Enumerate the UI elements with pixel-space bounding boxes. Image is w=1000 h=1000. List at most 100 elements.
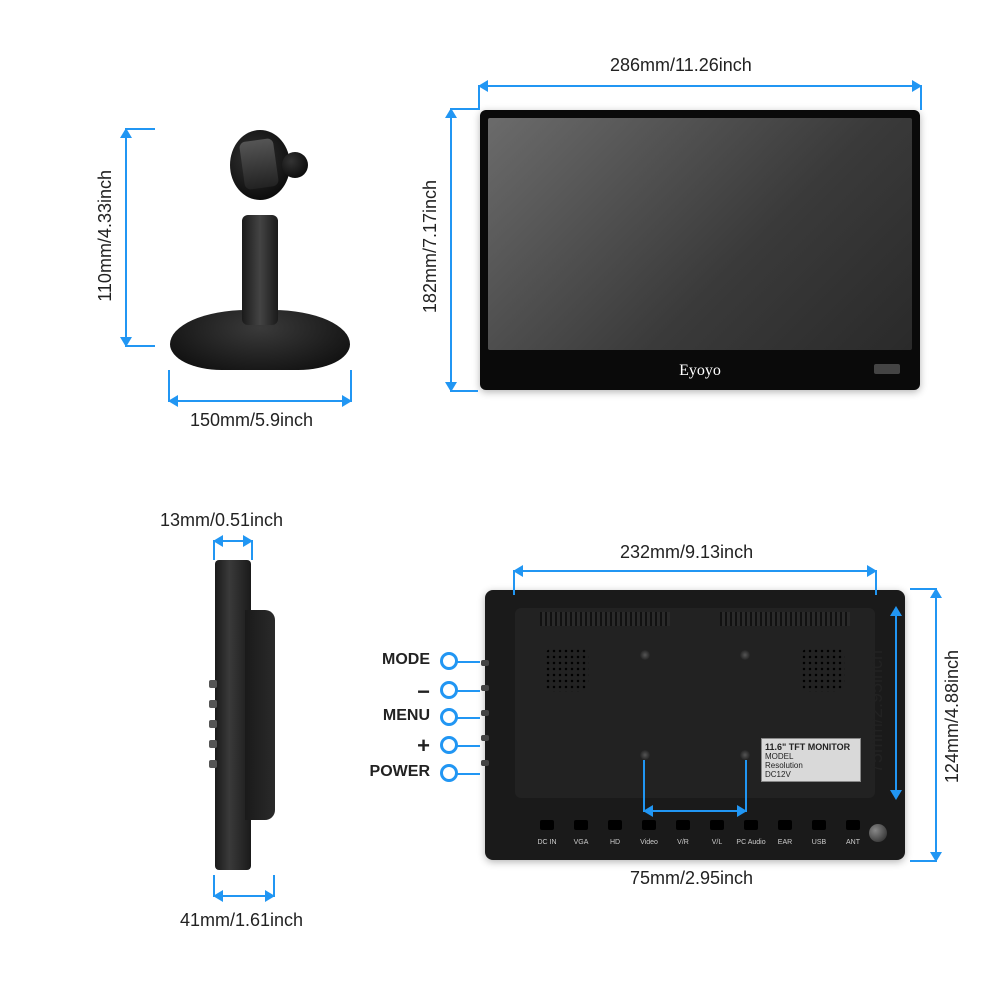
monitor-side-view xyxy=(175,560,295,890)
port-dcin xyxy=(540,820,554,830)
dim-arrow-back-height xyxy=(935,590,937,860)
back-side-button xyxy=(481,760,489,766)
stand-pole xyxy=(242,215,278,325)
dim-arrow-vesa-v xyxy=(895,608,897,798)
callout-dot xyxy=(440,652,458,670)
port-label: DC IN xyxy=(537,839,556,846)
monitor-front-view: Eyoyo xyxy=(480,110,920,390)
tick xyxy=(643,760,645,812)
dim-arrow-vesa-h xyxy=(645,810,745,812)
port-video xyxy=(642,820,656,830)
dim-label-back-width: 232mm/9.13inch xyxy=(620,542,753,563)
port-label: Video xyxy=(640,839,658,846)
side-button xyxy=(209,700,217,708)
callout-label-plus: + xyxy=(395,733,430,759)
callout-label-minus: − xyxy=(395,679,430,705)
dim-label-vesa-h: 75mm/2.95inch xyxy=(630,868,753,889)
tick xyxy=(910,860,937,862)
port-label: VGA xyxy=(574,839,589,846)
vesa-hole xyxy=(740,650,750,660)
dim-label-back-height: 124mm/4.88inch xyxy=(942,650,963,783)
tick xyxy=(478,85,480,110)
port-usb xyxy=(812,820,826,830)
dim-label-front-height: 182mm/7.17inch xyxy=(420,180,441,313)
callout-dot xyxy=(440,708,458,726)
sticker-title: 11.6" TFT MONITOR xyxy=(765,742,857,752)
tick xyxy=(450,108,478,110)
stand-knob xyxy=(282,152,308,178)
port-label: ANT xyxy=(846,839,860,846)
vesa-hole xyxy=(740,750,750,760)
speaker-grille xyxy=(801,648,845,692)
side-button xyxy=(209,740,217,748)
tick xyxy=(273,875,275,897)
monitor-screen xyxy=(488,118,912,350)
dim-arrow-front-height xyxy=(450,110,452,390)
back-side-button xyxy=(481,660,489,666)
tick xyxy=(875,570,877,595)
port-label: EAR xyxy=(778,839,792,846)
port-ant xyxy=(846,820,860,830)
stand-mount-plate xyxy=(239,138,279,190)
port-hd xyxy=(608,820,622,830)
sticker-line: DC12V xyxy=(765,770,857,779)
ir-window xyxy=(874,364,900,374)
port-label: V/L xyxy=(712,839,723,846)
callout-dot xyxy=(440,764,458,782)
side-button xyxy=(209,760,217,768)
sticker-line: MODEL xyxy=(765,752,857,761)
back-side-button xyxy=(481,685,489,691)
tick xyxy=(125,128,155,130)
tick xyxy=(251,540,253,560)
port-vga xyxy=(574,820,588,830)
dim-arrow-side-top xyxy=(215,540,251,542)
antenna-connector xyxy=(869,824,887,842)
dim-label-vesa-v: 75mm/2.95inch xyxy=(866,650,887,773)
port-label: PC Audio xyxy=(736,839,765,846)
dim-arrow-stand-width xyxy=(170,400,350,402)
port-label: V/R xyxy=(677,839,689,846)
side-button xyxy=(209,680,217,688)
monitor-back-view: 11.6" TFT MONITOR MODEL Resolution DC12V… xyxy=(485,590,905,860)
tick xyxy=(213,540,215,560)
tick xyxy=(125,345,155,347)
dim-label-front-width: 286mm/11.26inch xyxy=(610,55,752,76)
side-back-bulge xyxy=(245,610,275,820)
tick xyxy=(920,85,922,110)
callout-label-mode: MODE xyxy=(370,651,430,669)
port-label: USB xyxy=(812,839,826,846)
brand-logo: Eyoyo xyxy=(679,362,721,380)
side-button xyxy=(209,720,217,728)
back-side-button xyxy=(481,735,489,741)
dim-label-stand-width: 150mm/5.9inch xyxy=(190,410,313,431)
stand-view xyxy=(160,110,360,380)
vent-slots xyxy=(540,612,670,626)
callout-label-power: POWER xyxy=(360,763,430,781)
dim-arrow-stand-height xyxy=(125,130,127,345)
tick xyxy=(513,570,515,595)
tick xyxy=(168,370,170,402)
back-side-button xyxy=(481,710,489,716)
callout-label-menu: MENU xyxy=(370,707,430,725)
dim-label-side-bottom: 41mm/1.61inch xyxy=(180,910,303,931)
dim-arrow-front-width xyxy=(480,85,920,87)
tick xyxy=(910,588,937,590)
tick xyxy=(213,875,215,897)
vesa-hole xyxy=(640,750,650,760)
callout-dot xyxy=(440,681,458,699)
port-label: HD xyxy=(610,839,620,846)
dim-label-side-top: 13mm/0.51inch xyxy=(160,510,283,531)
port-vr xyxy=(676,820,690,830)
callout-dot xyxy=(440,736,458,754)
sticker-line: Resolution xyxy=(765,761,857,770)
tick xyxy=(350,370,352,402)
dim-arrow-side-bottom xyxy=(215,895,273,897)
dim-arrow-back-width xyxy=(515,570,875,572)
port-ear xyxy=(778,820,792,830)
port-vl xyxy=(710,820,724,830)
dim-label-stand-height: 110mm/4.33inch xyxy=(95,170,116,302)
tick xyxy=(745,760,747,812)
vesa-hole xyxy=(640,650,650,660)
spec-sticker: 11.6" TFT MONITOR MODEL Resolution DC12V xyxy=(761,738,861,782)
tick xyxy=(450,390,478,392)
